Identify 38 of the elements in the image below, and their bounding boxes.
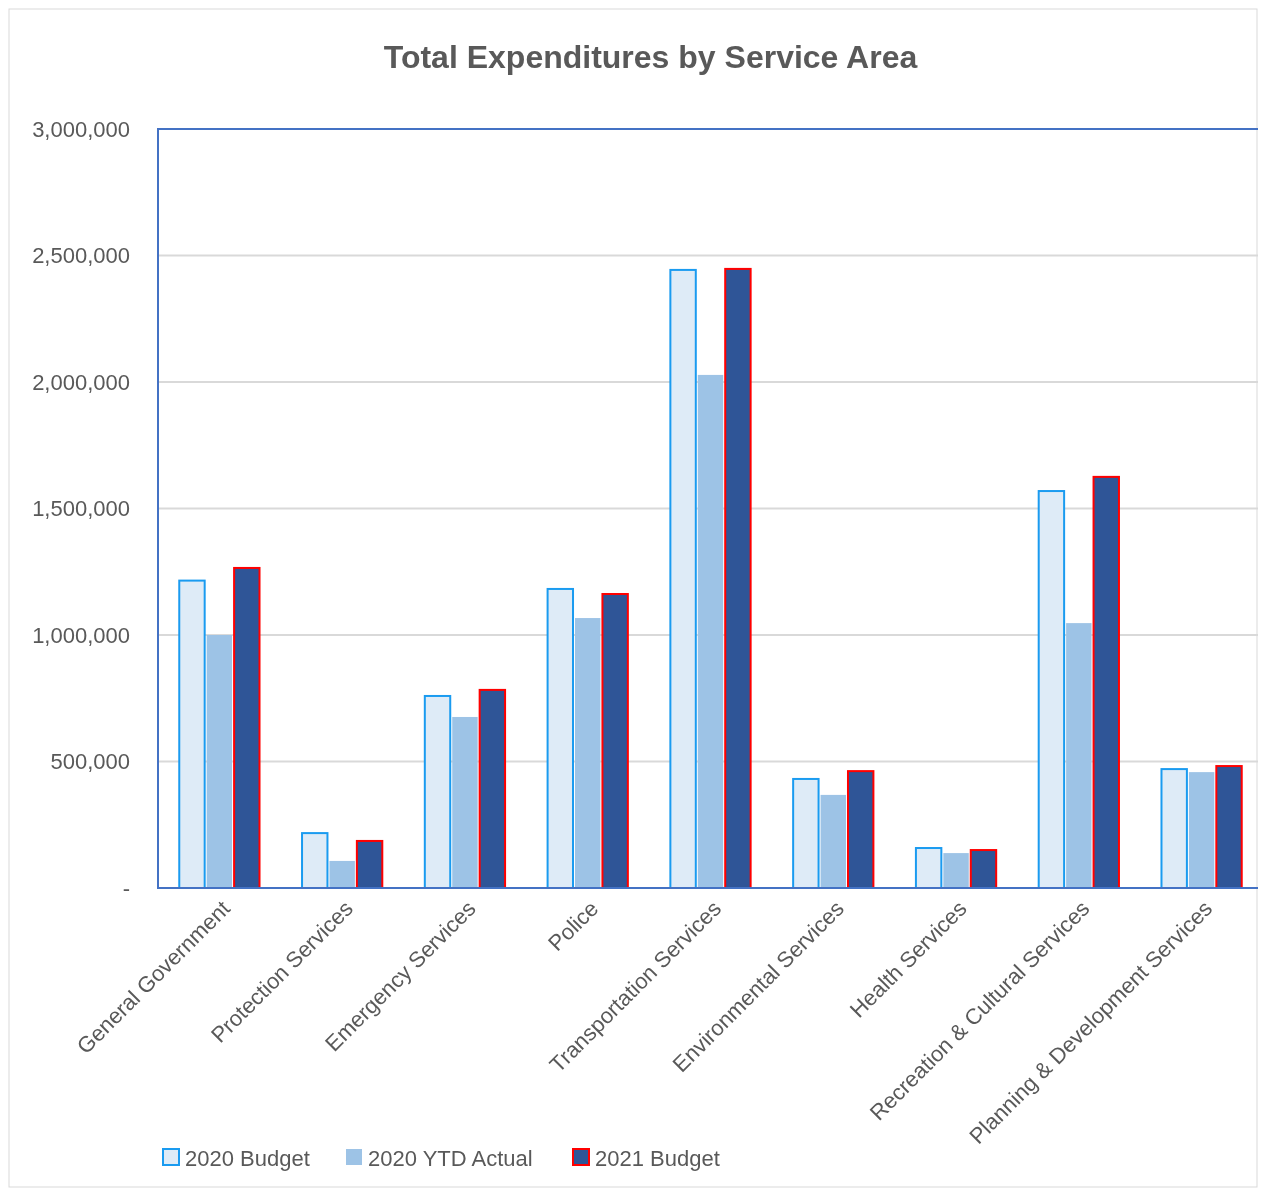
bar	[355, 839, 384, 889]
bar	[1215, 765, 1243, 889]
bar	[452, 716, 478, 888]
bar	[943, 853, 969, 888]
y-tick-label: -	[122, 875, 130, 901]
bar	[969, 849, 998, 889]
bar	[1037, 490, 1066, 889]
bar	[669, 268, 697, 889]
bar	[914, 847, 943, 889]
y-tick-label: 3,000,000	[32, 116, 130, 142]
chart-title: Total Expenditures by Service Area	[383, 39, 918, 75]
bar	[1160, 768, 1188, 889]
bar	[575, 618, 601, 888]
y-tick-label: 1,500,000	[32, 496, 130, 522]
y-tick-label: 2,000,000	[32, 369, 130, 395]
bar	[423, 694, 452, 889]
y-tick-label: 2,500,000	[32, 243, 130, 269]
bar	[1092, 475, 1120, 889]
bar	[233, 566, 261, 889]
legend-label: 2020 YTD Actual	[368, 1145, 533, 1171]
bar	[697, 374, 724, 888]
bar	[820, 794, 846, 888]
bar	[206, 635, 233, 888]
bar	[178, 579, 206, 889]
bar	[478, 688, 507, 889]
bar	[329, 860, 355, 888]
bar	[601, 593, 629, 889]
bar	[1066, 623, 1092, 888]
legend-label: 2020 Budget	[185, 1145, 310, 1171]
y-tick-label: 500,000	[50, 749, 130, 775]
legend-label: 2021 Budget	[595, 1145, 720, 1171]
bar	[546, 587, 575, 889]
bar	[1188, 772, 1215, 888]
bar	[724, 267, 752, 889]
y-tick-label: 1,000,000	[32, 622, 130, 648]
bar	[846, 770, 875, 889]
bar	[792, 777, 820, 889]
bar	[301, 832, 329, 889]
